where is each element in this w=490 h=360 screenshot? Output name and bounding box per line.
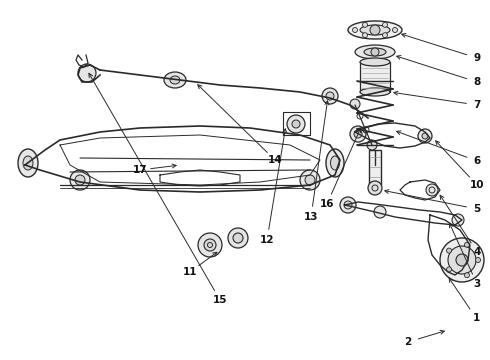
Circle shape (370, 25, 380, 35)
Circle shape (363, 33, 368, 38)
Text: 4: 4 (473, 247, 481, 257)
Circle shape (448, 246, 476, 274)
Circle shape (300, 170, 320, 190)
Circle shape (354, 130, 362, 138)
Text: 11: 11 (183, 267, 197, 277)
Circle shape (292, 120, 300, 128)
Text: 17: 17 (133, 165, 147, 175)
Circle shape (440, 238, 484, 282)
Circle shape (446, 248, 452, 253)
Text: 1: 1 (472, 313, 480, 323)
Circle shape (422, 133, 428, 139)
Circle shape (322, 88, 338, 104)
Text: 13: 13 (304, 212, 318, 222)
Circle shape (350, 126, 366, 142)
Ellipse shape (18, 149, 38, 177)
Circle shape (75, 175, 85, 185)
Circle shape (475, 257, 481, 262)
Circle shape (426, 184, 438, 196)
Circle shape (456, 254, 468, 266)
Circle shape (350, 99, 360, 109)
Circle shape (287, 115, 305, 133)
Circle shape (383, 22, 388, 27)
Text: 6: 6 (473, 156, 481, 166)
Ellipse shape (326, 149, 344, 177)
Circle shape (78, 64, 96, 82)
Circle shape (198, 233, 222, 257)
Circle shape (446, 267, 452, 272)
Ellipse shape (360, 88, 390, 96)
Text: 2: 2 (404, 337, 412, 347)
Text: 9: 9 (473, 53, 481, 63)
Text: 5: 5 (473, 204, 481, 214)
Circle shape (383, 33, 388, 38)
Circle shape (70, 170, 90, 190)
Ellipse shape (330, 156, 340, 170)
Circle shape (418, 129, 432, 143)
Text: 3: 3 (473, 279, 481, 289)
Circle shape (352, 27, 358, 32)
Ellipse shape (23, 156, 33, 170)
Text: 7: 7 (473, 100, 481, 110)
Circle shape (363, 22, 368, 27)
Circle shape (368, 181, 382, 195)
Ellipse shape (360, 25, 390, 35)
Circle shape (367, 140, 377, 150)
Circle shape (371, 48, 379, 56)
Text: 8: 8 (473, 77, 481, 87)
Circle shape (374, 206, 386, 218)
Ellipse shape (360, 58, 390, 66)
Circle shape (452, 214, 464, 226)
Polygon shape (369, 150, 381, 185)
Circle shape (340, 197, 356, 213)
Text: 16: 16 (320, 199, 334, 209)
Text: 15: 15 (213, 295, 227, 305)
Circle shape (305, 175, 315, 185)
Circle shape (392, 27, 397, 32)
Circle shape (465, 273, 469, 278)
Circle shape (204, 239, 216, 251)
Circle shape (326, 92, 334, 100)
Text: 12: 12 (260, 235, 274, 245)
Ellipse shape (170, 76, 180, 84)
Circle shape (465, 242, 469, 247)
Ellipse shape (355, 45, 395, 59)
Ellipse shape (348, 21, 402, 39)
Text: 14: 14 (268, 155, 282, 165)
Text: 10: 10 (470, 180, 484, 190)
Ellipse shape (164, 72, 186, 88)
Ellipse shape (364, 48, 386, 56)
Circle shape (233, 233, 243, 243)
Circle shape (228, 228, 248, 248)
Polygon shape (360, 62, 390, 92)
Circle shape (344, 201, 352, 209)
